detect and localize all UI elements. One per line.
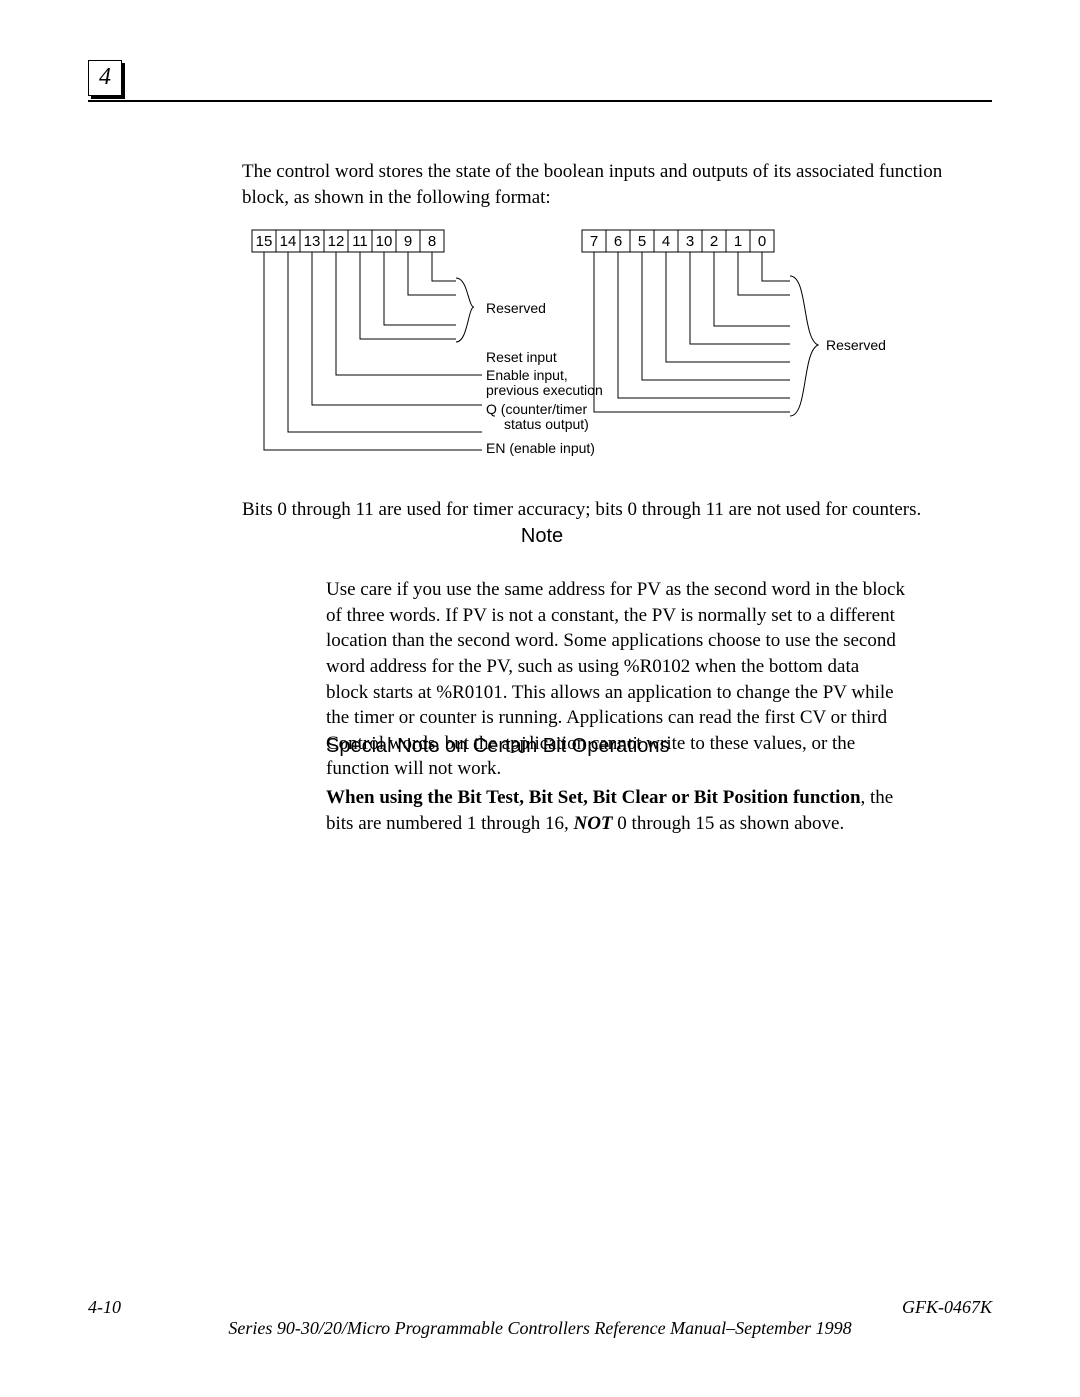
intro-paragraph: The control word stores the state of the… [242, 159, 982, 210]
svg-text:8: 8 [428, 233, 436, 250]
label-enable-prev-1: Enable input, [486, 367, 568, 383]
svg-text:2: 2 [710, 233, 718, 250]
header-rule [88, 100, 992, 102]
label-q-2: status output) [504, 416, 589, 432]
label-reserved-right: Reserved [826, 337, 886, 353]
svg-text:14: 14 [280, 233, 297, 250]
special-rest-2: 0 through 15 as shown above. [613, 813, 845, 834]
svg-text:1: 1 [734, 233, 742, 250]
page-footer: 4-10 GFK-0467K Series 90-30/20/Micro Pro… [88, 1297, 992, 1339]
svg-text:0: 0 [758, 233, 766, 250]
special-note-heading: Special Note on Certain Bit Operations [326, 735, 670, 758]
svg-text:7: 7 [590, 233, 598, 250]
svg-text:11: 11 [352, 233, 368, 250]
svg-text:12: 12 [328, 233, 345, 250]
footer-doc-number: GFK-0467K [902, 1297, 992, 1318]
label-q-1: Q (counter/timer [486, 401, 587, 417]
label-reset-input: Reset input [486, 349, 557, 365]
svg-text:9: 9 [404, 233, 412, 250]
svg-text:6: 6 [614, 233, 622, 250]
footer-title: Series 90-30/20/Micro Programmable Contr… [88, 1318, 992, 1339]
control-word-diagram: 15141312111098 76543210 Reserved [242, 220, 902, 470]
note-heading: Note [242, 525, 842, 548]
svg-text:5: 5 [638, 233, 646, 250]
svg-text:10: 10 [376, 233, 393, 250]
chapter-number-box: 4 [88, 60, 122, 96]
special-not: NOT [573, 813, 612, 834]
label-enable-prev-2: previous execution [486, 382, 603, 398]
label-reserved-left: Reserved [486, 300, 546, 316]
footer-page-number: 4-10 [88, 1297, 121, 1318]
svg-text:13: 13 [304, 233, 321, 250]
svg-text:3: 3 [686, 233, 694, 250]
svg-text:15: 15 [256, 233, 273, 250]
after-diagram-paragraph: Bits 0 through 11 are used for timer acc… [242, 499, 982, 521]
special-bold: When using the Bit Test, Bit Set, Bit Cl… [326, 787, 861, 808]
label-en: EN (enable input) [486, 440, 595, 456]
special-note-body: When using the Bit Test, Bit Set, Bit Cl… [326, 785, 906, 836]
svg-text:4: 4 [662, 233, 670, 250]
